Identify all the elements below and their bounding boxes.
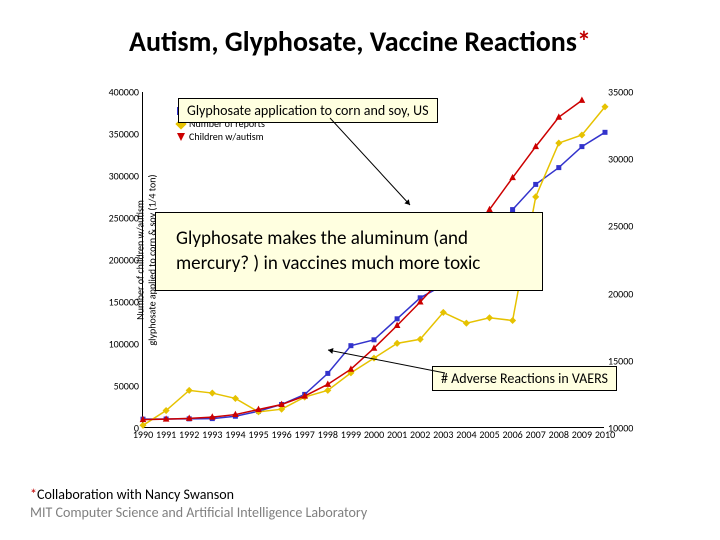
- footer-collab: Collaboration with Nancy Swanson: [37, 486, 234, 503]
- y-tick-right: 35000: [608, 86, 648, 99]
- x-tick: 2005: [479, 428, 499, 441]
- x-tick: 2002: [410, 428, 430, 441]
- x-tick: 1990: [133, 428, 153, 441]
- callout-top: Glyphosate application to corn and soy, …: [178, 98, 438, 123]
- page-title: Autism, Glyphosate, Vaccine Reactions*: [0, 24, 720, 59]
- x-tick: 2000: [364, 428, 384, 441]
- x-tick: 1995: [248, 428, 268, 441]
- x-tick: 1997: [295, 428, 315, 441]
- y-tick-left: 50000: [95, 380, 139, 393]
- x-tick: 1993: [202, 428, 222, 441]
- x-tick: 2007: [526, 428, 546, 441]
- legend-marker-triangle: [177, 133, 185, 141]
- y-tick-right: 20000: [608, 287, 648, 300]
- footer-lab: MIT Computer Science and Artificial Inte…: [30, 504, 367, 522]
- series-marker-reports: [509, 317, 516, 324]
- series-marker-reports: [370, 355, 377, 362]
- x-tick: 2003: [433, 428, 453, 441]
- series-marker-reports: [232, 395, 239, 402]
- x-tick: 1998: [318, 428, 338, 441]
- x-tick: 1999: [341, 428, 361, 441]
- series-marker-reports: [555, 140, 562, 147]
- x-tick: 1992: [179, 428, 199, 441]
- title-asterisk: *: [577, 24, 591, 59]
- footer-asterisk: *: [30, 486, 37, 503]
- callout-top-text: Glyphosate application to corn and soy, …: [187, 102, 429, 119]
- series-marker-glyphosate: [395, 316, 400, 321]
- series-marker-autism: [555, 113, 562, 119]
- series-marker-glyphosate: [556, 165, 561, 170]
- callout-main-line1: Glyphosate makes the aluminum (and: [176, 227, 522, 252]
- callout-main-line2: mercury? ) in vaccines much more toxic: [176, 252, 522, 277]
- x-tick: 2010: [595, 428, 615, 441]
- x-tick: 2009: [572, 428, 592, 441]
- footer-line1: *Collaboration with Nancy Swanson: [30, 486, 367, 504]
- series-marker-autism: [579, 97, 586, 103]
- title-text: Autism, Glyphosate, Vaccine Reactions: [129, 24, 577, 59]
- x-tick: 2006: [502, 428, 522, 441]
- y-tick-left: 200000: [95, 254, 139, 267]
- series-marker-reports: [486, 314, 493, 321]
- y-tick-left: 100000: [95, 338, 139, 351]
- series-marker-glyphosate: [325, 371, 330, 376]
- series-marker-glyphosate: [579, 144, 584, 149]
- x-tick: 1994: [225, 428, 245, 441]
- footer: *Collaboration with Nancy Swanson MIT Co…: [30, 486, 367, 522]
- series-marker-glyphosate: [348, 343, 353, 348]
- y-tick-left: 400000: [95, 86, 139, 99]
- series-marker-reports: [532, 193, 539, 200]
- callout-bottom-text: # Adverse Reactions in VAERS: [441, 370, 608, 387]
- series-marker-reports: [463, 320, 470, 327]
- x-tick: 2008: [549, 428, 569, 441]
- y-tick-left: 350000: [95, 128, 139, 141]
- series-marker-reports: [209, 390, 216, 397]
- series-marker-reports: [394, 340, 401, 347]
- x-tick: 2004: [456, 428, 476, 441]
- series-marker-glyphosate: [603, 130, 608, 135]
- callout-main: Glyphosate makes the aluminum (and mercu…: [155, 212, 543, 291]
- x-tick: 1996: [271, 428, 291, 441]
- y-tick-right: 25000: [608, 220, 648, 233]
- x-tick: 2001: [387, 428, 407, 441]
- series-marker-glyphosate: [533, 182, 538, 187]
- legend-label: Children w/autism: [189, 130, 264, 143]
- series-marker-glyphosate: [372, 337, 377, 342]
- y-tick-left: 250000: [95, 212, 139, 225]
- x-tick: 1991: [156, 428, 176, 441]
- callout-bottom: # Adverse Reactions in VAERS: [432, 366, 617, 391]
- y-tick-right: 30000: [608, 153, 648, 166]
- legend-item-autism: Children w/autism: [177, 130, 265, 143]
- y-tick-left: 300000: [95, 170, 139, 183]
- y-tick-left: 150000: [95, 296, 139, 309]
